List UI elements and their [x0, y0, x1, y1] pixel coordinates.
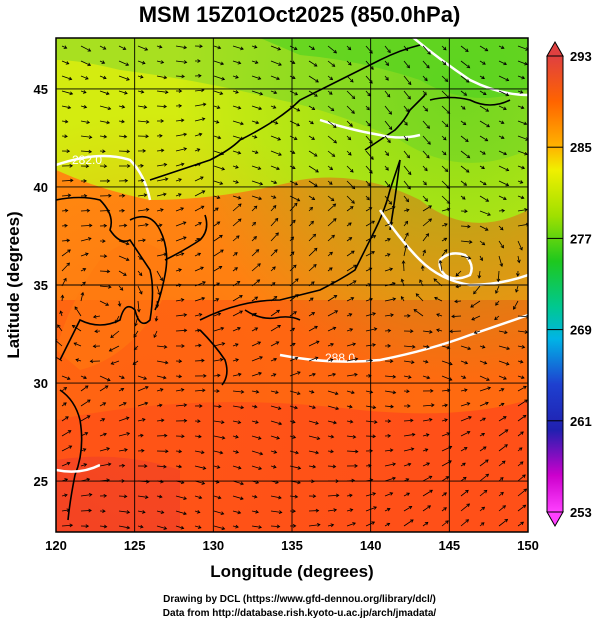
y-tick-label: 25 — [34, 474, 48, 489]
y-tick-label: 45 — [34, 82, 48, 97]
colorbar-tick-label: 293 — [570, 49, 592, 64]
isotherm-label: 282.0 — [72, 153, 102, 167]
colorbar-tick-label: 285 — [570, 140, 592, 155]
x-tick-labels: 120 125 130 135 140 145 150 — [45, 538, 539, 553]
x-tick-label: 125 — [124, 538, 146, 553]
wind-streamlines — [56, 44, 528, 531]
y-tick-label: 30 — [34, 376, 48, 391]
x-axis-label: Longitude (degrees) — [210, 562, 373, 581]
x-tick-label: 120 — [45, 538, 67, 553]
credit-line-data: Data from http://database.rish.kyoto-u.a… — [162, 608, 437, 619]
colorbar-tick-label: 253 — [570, 505, 592, 520]
credit-line-dcl: Drawing by DCL (https://www.gfd-dennou.o… — [163, 594, 436, 605]
y-tick-labels: 25 30 35 40 45 — [34, 82, 48, 489]
coastline-group — [56, 44, 511, 521]
temperature-field: 282.0 288.0 — [56, 38, 528, 532]
x-tick-label: 130 — [202, 538, 224, 553]
plot-frame — [55, 37, 529, 533]
x-tick-label: 140 — [360, 538, 382, 553]
isotherm-group — [56, 38, 528, 473]
y-axis-label: Latitude (degrees) — [4, 211, 23, 358]
x-tick-label: 135 — [281, 538, 303, 553]
x-tick-label: 145 — [438, 538, 460, 553]
colorbar-tick-label: 269 — [570, 323, 592, 338]
colorbar-scale — [546, 55, 564, 513]
y-tick-label: 40 — [34, 180, 48, 195]
map-title: MSM 15Z01Oct2025 (850.0hPa) — [138, 2, 461, 27]
x-tick-label: 150 — [517, 538, 539, 553]
isotherm-label: 288.0 — [325, 351, 355, 365]
lat-lon-grid — [56, 38, 528, 532]
y-tick-label: 35 — [34, 278, 48, 293]
colorbar-bottom-arrow — [546, 511, 564, 528]
colorbar-top-arrow — [546, 40, 564, 57]
colorbar-tick-label: 261 — [570, 414, 592, 429]
colorbar-tick-label: 277 — [570, 231, 592, 246]
colorbar: 293 285 277 269 261 253 — [546, 40, 592, 528]
